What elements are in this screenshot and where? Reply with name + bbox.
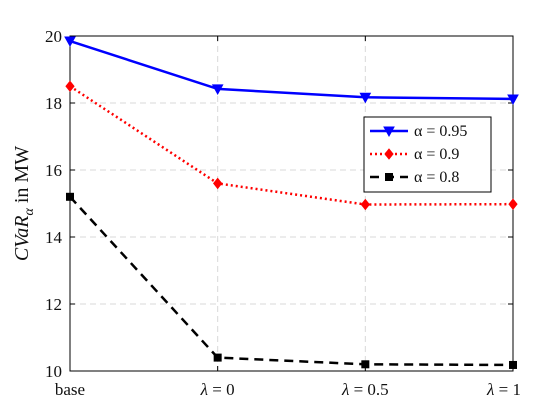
y-tick-label: 10 [45,362,62,381]
x-tick-label: λ = 0 [200,380,235,399]
x-tick-label: λ = 1 [486,380,521,399]
series-line [69,195,514,367]
series-point [213,177,223,190]
series-point [509,360,517,369]
series-2 [65,80,518,211]
series-point [64,36,76,48]
x-tick-label-lambda: λ [486,380,494,399]
series-line [69,39,514,101]
x-tick-label-lambda: λ [200,380,208,399]
plot-frame [69,35,514,372]
series-point [359,92,372,104]
legend-item: α = 0.9 [370,146,459,163]
x-tick-label-value: = 0.5 [349,380,388,399]
x-tick-label-lambda: λ [341,380,349,399]
legend-label: α = 0.8 [414,169,459,186]
x-tick-label-value: = 1 [494,380,521,399]
series-point [65,80,75,93]
legend-swatch-marker [383,126,395,138]
series-point [507,94,519,106]
legend-label: α = 0.95 [414,123,467,140]
x-tick-label: base [55,380,85,399]
series-1 [64,36,519,106]
series-point [213,353,222,362]
y-axis-label-unit: in MW [11,146,33,208]
legend-swatch-marker [384,148,394,160]
y-tick-label: 18 [45,94,62,113]
legend-item: α = 0.8 [370,169,459,186]
y-tick-label: 14 [45,228,63,247]
legend: α = 0.95 α = 0.9 α = 0.8 [363,116,492,193]
y-axis-label: CVaRα in MW [11,146,37,261]
series-point [361,360,370,369]
legend-item: α = 0.95 [370,123,467,140]
y-tick-label: 20 [45,27,62,46]
series-point [508,198,518,210]
series-point [360,198,370,211]
y-tick-label: 12 [45,295,62,314]
series-point [66,192,74,201]
legend-swatch-marker [385,173,393,181]
series-layer [64,36,519,369]
series-line [69,85,514,206]
x-tick-label: λ = 0.5 [341,380,389,399]
y-axis-ticks: 10 12 14 16 18 20 [45,27,513,381]
series-point [211,84,224,95]
x-tick-label-value: = 0 [208,380,235,399]
grid-lines [70,36,513,371]
series-3 [66,192,517,369]
y-tick-label: 16 [45,161,62,180]
y-axis-label-cvar: CVaR [11,216,33,262]
legend-label: α = 0.9 [414,146,459,163]
y-axis-label-subscript-alpha: α [22,208,37,216]
